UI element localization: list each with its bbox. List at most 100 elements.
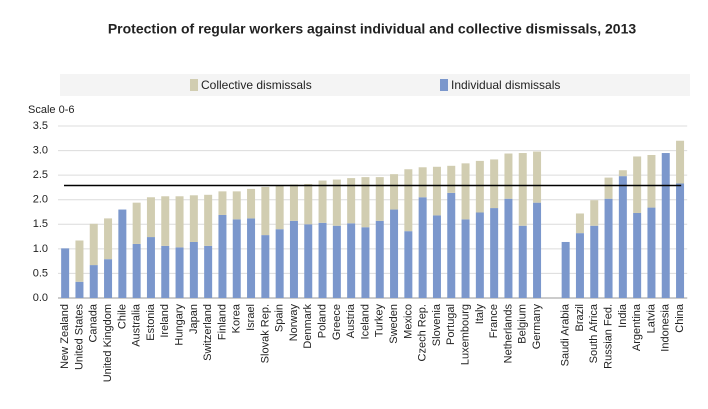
bar-segment	[361, 177, 370, 228]
x-tick-label: Australia	[131, 303, 143, 347]
x-tick-label: United Kingdom	[102, 304, 114, 382]
bar-segment	[289, 184, 298, 221]
bar-segment	[533, 151, 542, 203]
x-tick-label: Finland	[216, 304, 228, 340]
x-tick-label: Greece	[331, 304, 343, 340]
bar-segment	[218, 191, 227, 215]
x-tick-label: Israel	[245, 304, 257, 331]
x-tick-label: Denmark	[302, 304, 314, 349]
bar-segment	[404, 169, 413, 232]
x-tick-label: Indonesia	[660, 303, 672, 352]
bar-segment	[590, 225, 599, 298]
bar-segment	[75, 281, 84, 298]
y-tick-label: 3.5	[33, 120, 48, 132]
y-tick-label: 0.0	[33, 292, 48, 304]
bar-segment	[175, 196, 184, 248]
bar-segment	[247, 218, 256, 298]
legend-text: Individual dismissals	[451, 78, 560, 92]
bar-segment	[618, 176, 627, 298]
bar-segment	[618, 170, 627, 177]
bar-segment	[232, 191, 241, 220]
bar-segment	[404, 231, 413, 298]
bar-segment	[418, 197, 427, 298]
x-tick-label: Hungary	[173, 304, 185, 346]
bar-segment	[347, 178, 356, 224]
x-tick-label: Canada	[88, 303, 100, 342]
bar-segment	[676, 140, 685, 184]
bar-segment	[261, 235, 270, 298]
x-tick-label: Slovenia	[431, 303, 443, 346]
bar-segment	[175, 247, 184, 298]
bar-segment	[475, 212, 484, 298]
x-tick-label: United States	[73, 304, 85, 371]
bar-segment	[504, 198, 513, 298]
bar-segment	[204, 194, 213, 246]
bar-segment	[332, 179, 341, 226]
bar-segment	[118, 209, 127, 298]
bar-segment	[189, 195, 198, 242]
x-tick-label: Chile	[116, 304, 128, 329]
x-tick-label: Korea	[231, 303, 243, 333]
bar-segment	[304, 224, 313, 298]
x-tick-label: Saudi Arabia	[560, 303, 572, 366]
y-tick-label: 0.5	[33, 267, 48, 279]
bar-segment	[390, 209, 399, 298]
y-tick-label: 3.0	[33, 144, 48, 156]
y-tick-label: 2.0	[33, 194, 48, 206]
bar-segment	[318, 180, 327, 223]
bar-segment	[647, 154, 656, 208]
bar-segment	[504, 153, 513, 199]
bar-segment	[347, 223, 356, 298]
y-tick-label: 1.5	[33, 218, 48, 230]
legend-swatch	[440, 79, 448, 91]
bar-segment	[447, 165, 456, 193]
bar-segment	[75, 240, 84, 282]
x-tick-label: Spain	[274, 304, 286, 332]
bar-segment	[232, 219, 241, 298]
x-tick-label: Netherlands	[502, 304, 514, 364]
bar-segment	[561, 241, 570, 298]
bar-segment	[247, 188, 256, 219]
bar-segment	[461, 219, 470, 298]
bar-segment	[132, 202, 141, 244]
legend-text: Collective dismissals	[201, 78, 312, 92]
y-tick-label: 1.0	[33, 243, 48, 255]
x-tick-label: Austria	[345, 303, 357, 338]
bar-segment	[361, 227, 370, 298]
bar-segment	[633, 212, 642, 298]
bar-segment	[490, 159, 499, 209]
x-tick-label: Belgium	[517, 304, 529, 344]
bar-segment	[204, 245, 213, 298]
bar-segment	[261, 186, 270, 236]
x-tick-label: Czech Rep.	[417, 304, 429, 361]
x-tick-label: Luxembourg	[459, 304, 471, 365]
bar-segment	[676, 183, 685, 298]
bar-segment	[132, 243, 141, 298]
bar-segment	[604, 177, 613, 199]
bar-segment	[432, 215, 441, 298]
x-tick-label: India	[617, 303, 629, 328]
x-tick-label: Japan	[188, 304, 200, 334]
bar-segment	[375, 220, 384, 298]
x-tick-label: China	[674, 303, 686, 333]
x-tick-label: Brazil	[574, 304, 586, 332]
bar-segment	[61, 248, 70, 298]
bar-segment	[418, 167, 427, 198]
bar-segment	[218, 214, 227, 298]
bar-segment	[604, 198, 613, 298]
bar-segment	[304, 183, 313, 225]
x-tick-label: Iceland	[359, 304, 371, 339]
x-tick-label: France	[488, 304, 500, 338]
y-tick-label: 2.5	[33, 169, 48, 181]
bar-segment	[89, 223, 98, 266]
bar-segment	[661, 153, 670, 298]
x-tick-label: Slovak Rep.	[259, 304, 271, 363]
bar-segment	[161, 196, 170, 246]
bar-segment	[89, 265, 98, 298]
bar-segment	[575, 233, 584, 298]
bar-segment	[518, 225, 527, 298]
legend-box	[60, 74, 690, 96]
bar-segment	[332, 225, 341, 298]
bar-segment	[518, 153, 527, 226]
